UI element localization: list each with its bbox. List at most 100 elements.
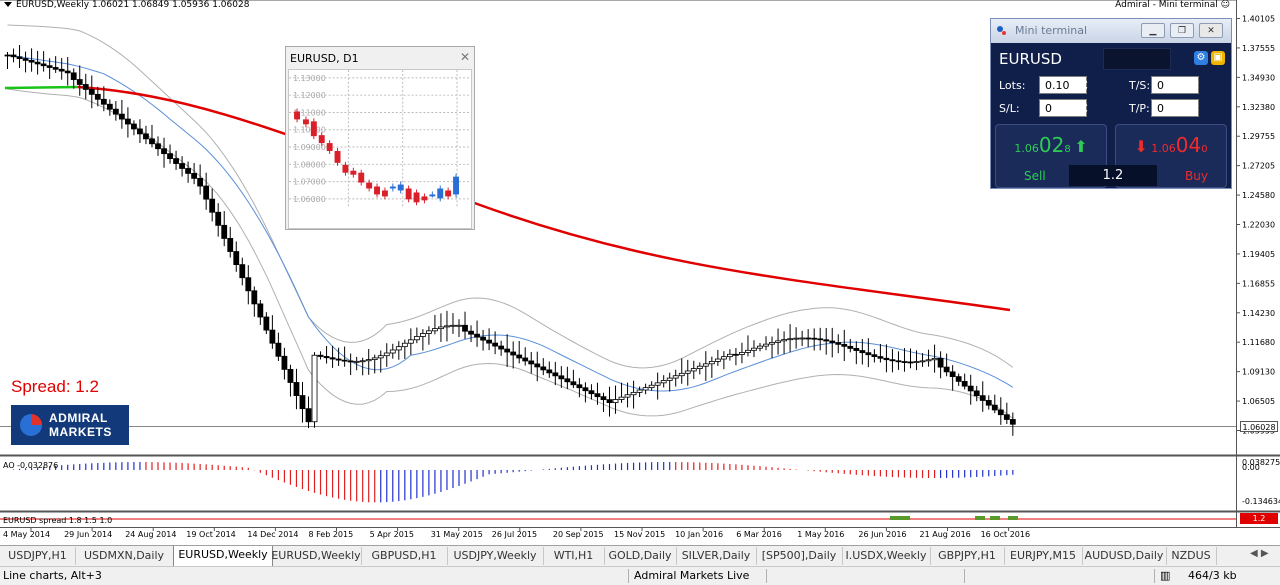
candle [781,339,787,342]
mini-chart-level: 1.09000 [293,143,326,152]
candle [690,368,697,372]
tab-i-usdx-weekly[interactable]: I.USDX,Weekly [842,547,931,565]
price-axis-label: 1.16855 [1242,279,1275,288]
spread-mark [1008,516,1018,520]
candle [961,380,968,387]
tab-nzdus[interactable]: NZDUS [1166,547,1217,565]
window-icon[interactable]: ▣ [1211,51,1225,65]
close-icon[interactable]: ✕ [1199,23,1223,38]
restore-icon[interactable]: ❐ [1170,23,1194,38]
candle [191,173,198,179]
mini-candle [445,190,452,197]
candle [642,387,649,391]
mini-chart-window[interactable]: EURUSD, D1 ✕ 1.13000 1.12000 1.11000 1.1000… [285,46,475,230]
price-axis-label: 1.06505 [1242,397,1275,406]
candle [323,356,330,359]
candle [769,341,775,345]
lots-spinner-icon[interactable]: ▲ ▼ [1082,77,1088,93]
tab-eurjpy-m15[interactable]: EURJPY,M15 [1004,547,1083,565]
dropdown-arrow-icon[interactable] [4,2,12,7]
spread-label: Spread: 1.2 [11,377,99,396]
sl-spinner-icon[interactable]: ▲ ▼ [1082,100,1088,116]
mini-chart-plot[interactable]: 1.13000 1.12000 1.11000 1.10000 1.09000 1.080… [288,69,472,229]
candle [311,354,318,423]
price-axis-label: 1.27205 [1242,162,1275,171]
candle [606,399,613,404]
candle [227,238,234,252]
candle [636,389,643,393]
candle [991,404,998,411]
buy-price: ⬇ 1.06040 [1134,133,1208,157]
tab-silver-daily[interactable]: SILVER,Daily [676,547,757,565]
mini-candle [326,143,333,151]
tab-usdjpy-h1[interactable]: USDJPY,H1 [0,547,76,565]
candle [28,59,35,63]
tab-gbpusd-h1[interactable]: GBPUSD,H1 [361,547,448,565]
candle [486,339,493,344]
tab-gbpjpy-h1[interactable]: GBPJPY,H1 [930,547,1005,565]
candle [197,177,204,187]
mini-candle [421,196,428,201]
time-axis-label: 14 Dec 2014 [247,530,298,539]
tab-eurusd-weekly[interactable]: EURUSD,Weekly [173,546,273,566]
candle [444,325,450,328]
tab-wti-h1[interactable]: WTI,H1 [543,547,605,565]
candle [516,354,523,359]
candle [684,370,691,374]
settings-icon[interactable]: ⚙ [1194,51,1208,65]
mini-chart-level: 1.13000 [293,74,326,83]
mini-candle [342,164,349,173]
candle [52,67,59,70]
candle [793,337,800,340]
candle [347,360,354,363]
terminal-symbol[interactable]: EURUSD [999,50,1062,68]
ea-name: Admiral - Mini terminal [1115,0,1218,10]
candle [630,391,637,396]
tab-eurusd-weekly[interactable]: EURUSD,Weekly [271,547,362,565]
candle [341,359,348,362]
price-axis-label: 1.24580 [1242,191,1275,200]
sl-input[interactable]: 0 [1039,99,1087,117]
candle [438,326,444,330]
mini-candle [310,121,317,137]
logo-line2: MARKETS [49,425,112,439]
candle [901,361,908,363]
candle [666,377,673,381]
tp-input[interactable]: 0 [1151,99,1199,117]
mini-terminal[interactable]: Mini terminal ▁ ❐ ✕ EURUSD ⚙ ▣ Lots: 0.1… [990,18,1232,189]
candle [823,339,830,342]
price-chart[interactable]: 1.40105 1.37555 1.34930 1.32380 1.29755 1.272… [0,0,1280,545]
tab--sp500-daily[interactable]: [SP500],Daily [756,547,843,565]
candle [558,375,565,380]
minimize-icon[interactable]: ▁ [1141,23,1165,38]
close-icon[interactable]: ✕ [459,50,470,64]
candle [401,342,408,348]
mini-chart-level: 1.10000 [293,126,326,135]
mini-candle [334,150,341,163]
tab-usdmxn-daily[interactable]: USDMXN,Daily [75,547,174,565]
candle [925,359,932,362]
tp-spinner-icon[interactable]: ▲ ▼ [1193,100,1199,116]
candle [10,54,17,58]
time-axis-label: 31 May 2015 [431,530,483,539]
upper-band [7,24,1014,369]
status-bar: Line charts, Alt+3 Admiral Markets Live … [0,566,1280,585]
ts-input[interactable]: 0 [1151,76,1199,94]
mini-terminal-titlebar[interactable]: Mini terminal ▁ ❐ ✕ [991,19,1231,43]
candle [648,384,655,389]
candle [359,360,366,363]
app-icon [997,26,1006,35]
tab-audusd-daily[interactable]: AUDUSD,Daily [1082,547,1167,565]
candle [696,365,703,369]
candle [919,360,926,363]
ts-spinner-icon[interactable]: ▲ ▼ [1193,77,1199,93]
mini-chart-level: 1.11000 [293,108,326,117]
time-axis-label: 5 Apr 2015 [370,530,414,539]
candle [799,337,806,340]
tab-usdjpy-weekly[interactable]: USDJPY,Weekly [447,547,544,565]
candle [702,363,709,367]
ao-axis-label: 0.00 [1242,463,1260,472]
tab-gold-daily[interactable]: GOLD,Daily [604,547,677,565]
lots-input[interactable]: 0.10 [1039,76,1087,94]
tab-scroll-icon[interactable]: ◀ ▶ [1250,548,1280,559]
